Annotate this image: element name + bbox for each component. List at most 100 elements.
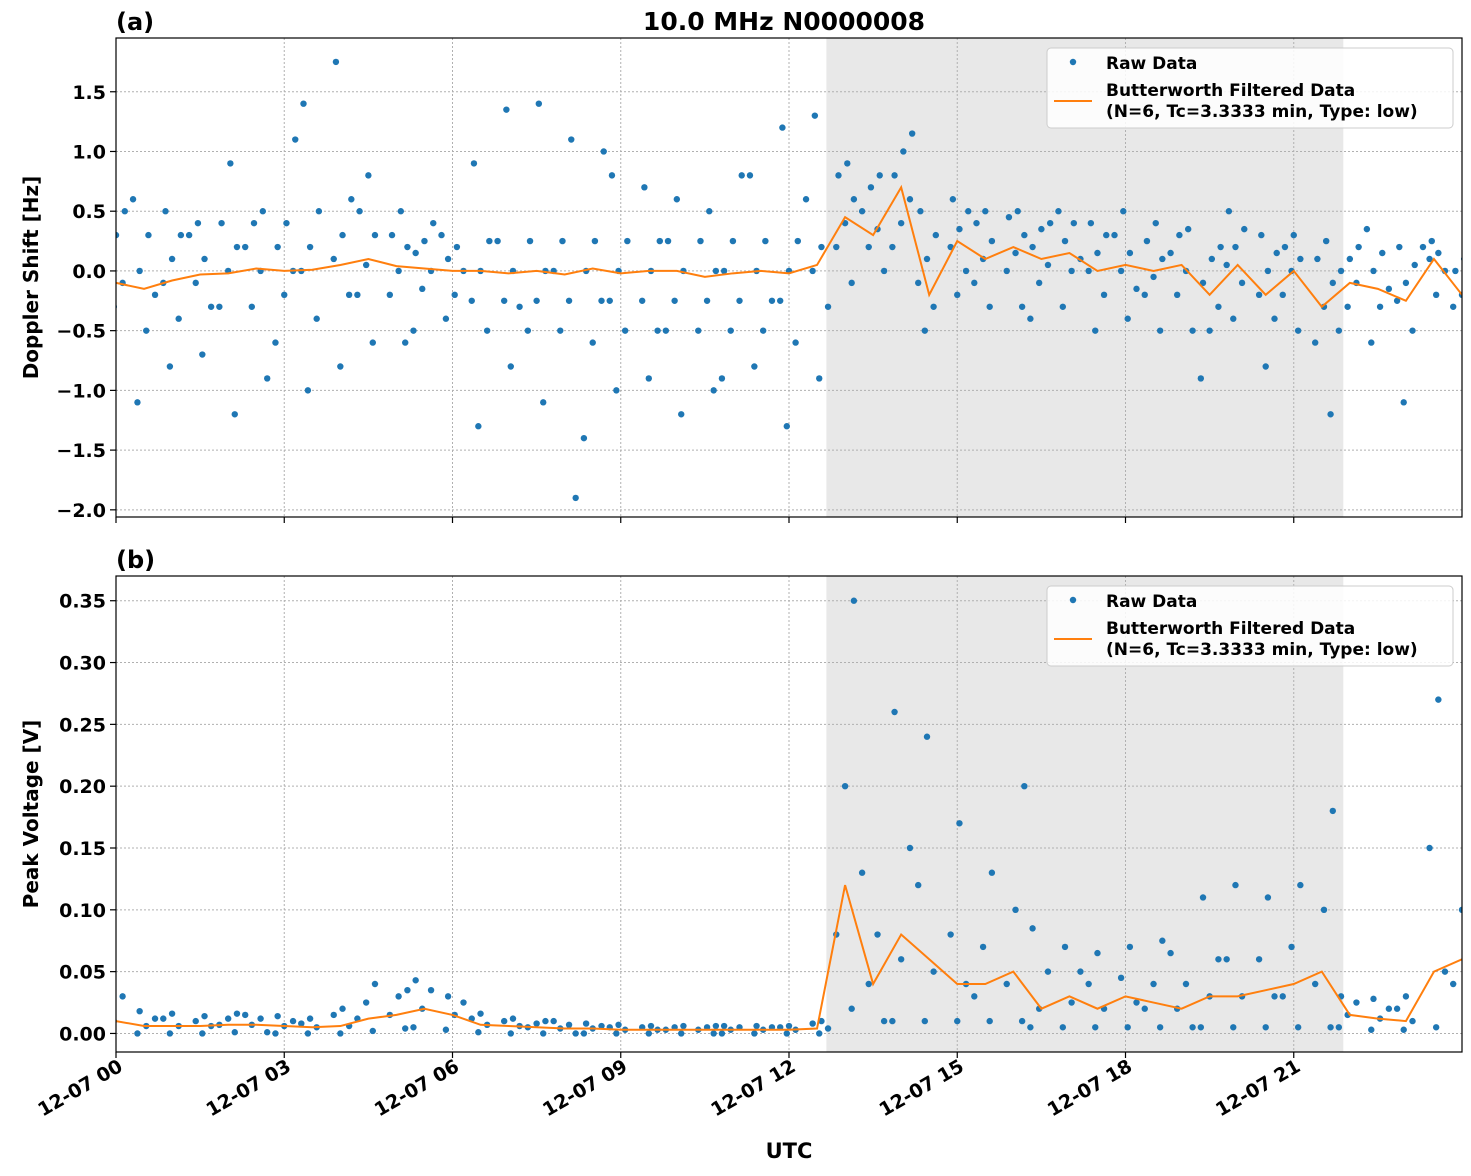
- raw-data-point: [1223, 261, 1230, 269]
- raw-data-point: [1012, 249, 1019, 257]
- raw-data-point: [1199, 279, 1207, 287]
- raw-data-point: [1327, 1024, 1334, 1031]
- x-tick-label: 12-07 15: [875, 1055, 967, 1121]
- raw-data-point: [1059, 303, 1067, 310]
- raw-data-point: [645, 1030, 652, 1037]
- raw-data-point: [1393, 297, 1401, 304]
- raw-data-point: [371, 980, 379, 988]
- raw-data-point: [339, 1005, 346, 1012]
- raw-data-point: [116, 231, 120, 239]
- raw-data-point: [1059, 1024, 1067, 1031]
- raw-data-point: [988, 869, 996, 876]
- raw-data-point: [947, 931, 954, 938]
- raw-data-point: [818, 243, 825, 251]
- raw-data-point: [1426, 255, 1433, 263]
- raw-data-point: [516, 303, 523, 310]
- raw-data-point: [671, 297, 678, 304]
- raw-data-point: [1385, 285, 1393, 293]
- y-tick-label: 0.15: [59, 838, 106, 860]
- legend-raw-label: Raw Data: [1106, 54, 1197, 74]
- legend-raw-marker: [1069, 596, 1077, 604]
- y-tick-label: −0.5: [56, 321, 106, 343]
- raw-data-point: [712, 1022, 720, 1030]
- raw-data-point: [1409, 1017, 1416, 1025]
- x-tick-label: 12-07 00: [34, 1055, 126, 1121]
- raw-data-point: [421, 237, 428, 245]
- plot-area: [116, 58, 1462, 502]
- raw-data-point: [1297, 881, 1304, 889]
- raw-data-point: [166, 1030, 174, 1037]
- raw-data-point: [1199, 894, 1207, 901]
- raw-data-point: [738, 172, 745, 179]
- raw-data-point: [954, 291, 961, 299]
- raw-data-point: [535, 100, 543, 107]
- raw-data-point: [900, 148, 907, 155]
- raw-data-point: [1124, 1024, 1131, 1031]
- raw-data-point: [339, 231, 346, 239]
- raw-data-point: [792, 339, 799, 346]
- raw-data-point: [720, 267, 728, 275]
- raw-data-point: [151, 1015, 159, 1022]
- raw-data-point: [1279, 291, 1286, 299]
- y-tick-label: −1.0: [56, 380, 106, 402]
- raw-data-point: [1255, 956, 1263, 963]
- raw-data-point: [300, 100, 307, 107]
- raw-data-point: [1152, 219, 1159, 227]
- raw-data-point: [136, 1008, 143, 1015]
- y-tick-label: 0.05: [59, 962, 106, 984]
- raw-data-point: [1322, 237, 1330, 245]
- raw-data-point: [207, 303, 215, 310]
- raw-data-point: [580, 1030, 588, 1037]
- raw-data-point: [507, 1030, 514, 1037]
- raw-data-point: [654, 327, 661, 334]
- raw-data-point: [874, 931, 881, 938]
- raw-data-point: [1314, 255, 1321, 263]
- raw-data-point: [477, 1010, 484, 1017]
- raw-data-point: [718, 1030, 726, 1037]
- legend: Raw Data Butterworth Filtered Data(N=6, T…: [1046, 585, 1454, 667]
- raw-data-point: [369, 1027, 376, 1035]
- legend-box: [1046, 585, 1454, 667]
- panel-label: (a): [116, 8, 154, 36]
- raw-data-point: [1021, 782, 1028, 790]
- raw-data-point: [1184, 225, 1192, 233]
- raw-data-point: [1379, 249, 1386, 257]
- y-tick-label: 0.25: [59, 714, 106, 736]
- raw-data-point: [264, 375, 271, 382]
- raw-data-point: [1189, 1024, 1196, 1031]
- raw-data-point: [1329, 279, 1336, 287]
- raw-data-point: [304, 1030, 312, 1037]
- raw-data-point: [865, 243, 872, 251]
- raw-data-point: [1294, 327, 1302, 334]
- raw-data-point: [1335, 327, 1343, 334]
- raw-data-point: [242, 1011, 249, 1019]
- raw-data-point: [624, 237, 631, 245]
- raw-data-point: [168, 1010, 176, 1017]
- raw-data-point: [1159, 937, 1166, 944]
- raw-data-point: [503, 106, 510, 113]
- raw-data-point: [1288, 943, 1295, 951]
- axes-frame: [115, 575, 1463, 1053]
- raw-data-point: [386, 291, 394, 299]
- raw-data-point: [332, 58, 340, 66]
- raw-data-point: [1173, 291, 1181, 299]
- raw-data-point: [233, 1010, 241, 1017]
- raw-data-point: [362, 999, 370, 1006]
- raw-data-point: [844, 160, 851, 167]
- legend-filtered-params: (N=6, Tc=3.3333 min, Type: low): [1106, 102, 1418, 122]
- raw-data-point: [1363, 225, 1371, 233]
- raw-data-point: [1133, 999, 1140, 1006]
- raw-data-point: [550, 1017, 557, 1025]
- raw-data-point: [1087, 219, 1095, 227]
- raw-data-point: [809, 1020, 816, 1027]
- raw-data-point: [248, 303, 256, 310]
- raw-data-point: [965, 208, 972, 215]
- raw-data-point: [1264, 894, 1272, 901]
- raw-data-point: [337, 363, 344, 370]
- raw-data-point: [289, 1017, 297, 1025]
- y-tick-label: 0.00: [59, 1023, 106, 1045]
- raw-data-point: [1027, 315, 1034, 322]
- raw-data-point: [1068, 999, 1075, 1006]
- raw-data-point: [706, 208, 713, 215]
